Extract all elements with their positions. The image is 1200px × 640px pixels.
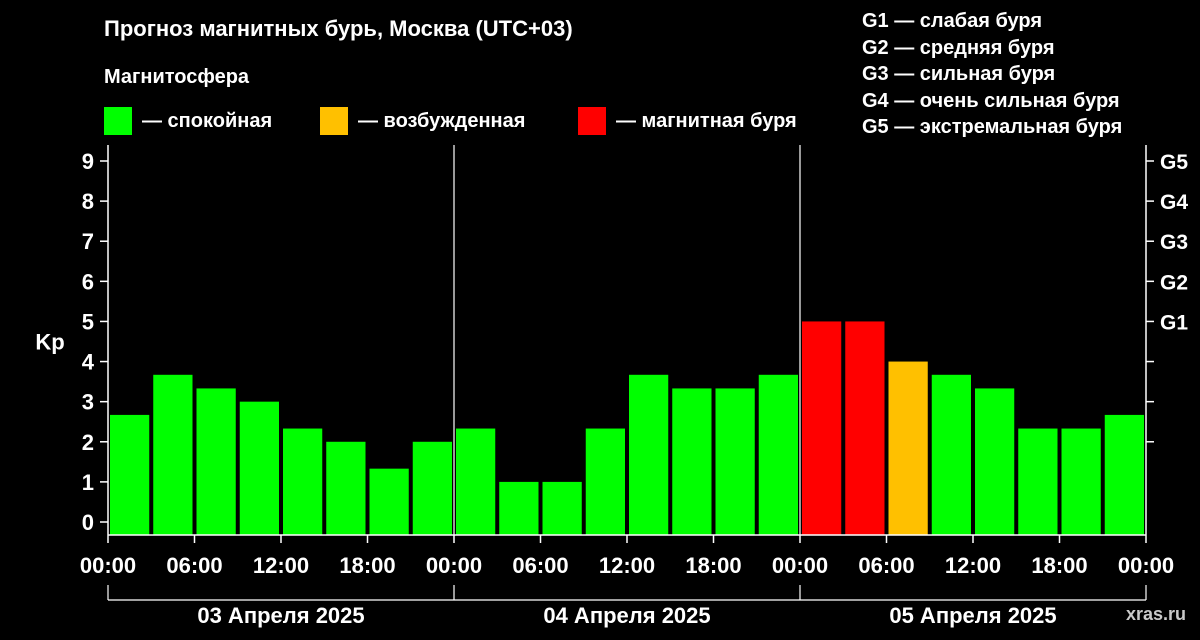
y-tick-label: 7 <box>82 229 94 254</box>
g-legend-g4: G4 — очень сильная буря <box>862 89 1120 112</box>
x-tick-label: 06:00 <box>166 553 222 578</box>
bar <box>585 428 625 535</box>
x-tick-label: 18:00 <box>1031 553 1087 578</box>
bar <box>369 468 409 535</box>
bar <box>672 388 712 535</box>
x-tick-label: 00:00 <box>426 553 482 578</box>
y-tick-label: 3 <box>82 390 94 415</box>
y-tick-label: 1 <box>82 470 94 495</box>
y-axis-label: Kp <box>35 330 64 355</box>
x-tick-label: 12:00 <box>599 553 655 578</box>
bar <box>456 428 496 535</box>
bar <box>931 374 971 535</box>
y-tick-label: 4 <box>82 350 95 375</box>
x-tick-label: 18:00 <box>339 553 395 578</box>
bar <box>239 401 279 535</box>
day-label: 05 Апреля 2025 <box>889 603 1056 628</box>
legend-item-calm: — спокойная <box>104 107 272 135</box>
legend-swatch-storm <box>578 107 606 135</box>
g-scale-label: G1 <box>1160 311 1188 334</box>
bar <box>1104 414 1144 535</box>
y-tick-label: 0 <box>82 510 94 535</box>
bar <box>975 388 1015 535</box>
y-tick-label: 5 <box>82 309 94 334</box>
legend-item-storm: — магнитная буря <box>578 107 797 135</box>
bar <box>412 441 452 535</box>
g-scale-label: G2 <box>1160 271 1188 294</box>
chart-subtitle: Магнитосфера <box>104 66 250 88</box>
g-legend-g3: G3 — сильная буря <box>862 63 1056 85</box>
bar <box>802 321 842 535</box>
bar <box>283 428 323 535</box>
y-tick-label: 8 <box>82 189 94 214</box>
x-tick-label: 12:00 <box>253 553 309 578</box>
watermark: xras.ru <box>1125 604 1186 624</box>
legend-label-storm: — магнитная буря <box>616 109 797 132</box>
bar <box>758 374 798 535</box>
y-tick-label: 6 <box>82 269 94 294</box>
x-tick-label: 06:00 <box>512 553 568 578</box>
bar <box>326 441 366 535</box>
legend-swatch-calm <box>104 107 132 135</box>
g-legend-g5: G5 — экстремальная буря <box>862 116 1123 138</box>
legend-label-excited: — возбужденная <box>358 109 526 132</box>
x-tick-label: 12:00 <box>945 553 1001 578</box>
bar <box>110 414 150 535</box>
day-label: 04 Апреля 2025 <box>543 603 710 628</box>
bar <box>1061 428 1101 535</box>
bar <box>542 481 582 535</box>
x-tick-label: 18:00 <box>685 553 741 578</box>
bar <box>153 374 193 535</box>
legend-swatch-excited <box>320 107 348 135</box>
g-scale-label: G4 <box>1160 191 1188 214</box>
g-scale-label: G3 <box>1160 231 1188 254</box>
legend-item-excited: — возбужденная <box>320 107 525 135</box>
x-tick-label: 00:00 <box>80 553 136 578</box>
bar <box>196 388 236 535</box>
x-tick-label: 06:00 <box>858 553 914 578</box>
bar <box>715 388 755 535</box>
g-scale-legend: G1 — слабая буря G2 — средняя буря G3 — … <box>862 8 1122 141</box>
bar <box>888 361 928 535</box>
chart-title: Прогноз магнитных бурь, Москва (UTC+03) <box>104 16 573 41</box>
x-tick-label: 00:00 <box>1118 553 1174 578</box>
g-legend-g2: G2 — средняя буря <box>862 36 1055 59</box>
legend-label-calm: — спокойная <box>142 109 273 132</box>
x-tick-label: 00:00 <box>772 553 828 578</box>
y-tick-label: 2 <box>82 430 94 455</box>
y-tick-label: 9 <box>82 149 94 174</box>
bar <box>845 321 885 535</box>
g-scale-label: G5 <box>1160 151 1188 174</box>
bar <box>629 374 669 535</box>
bar <box>499 481 539 535</box>
day-label: 03 Апреля 2025 <box>197 603 364 628</box>
bar <box>1018 428 1058 535</box>
g-legend-g1: G1 — слабая буря <box>862 10 1043 32</box>
